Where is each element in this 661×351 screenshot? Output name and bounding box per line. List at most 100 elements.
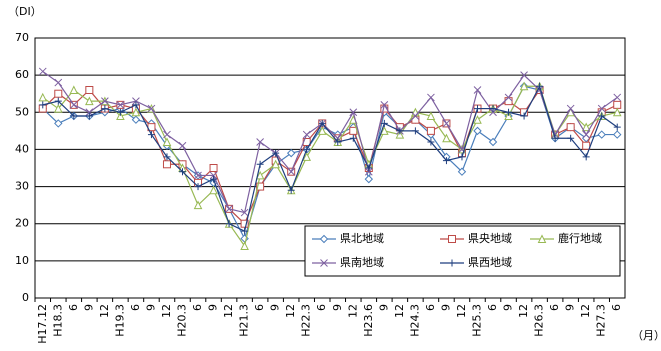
marker — [396, 127, 404, 135]
marker — [474, 105, 481, 113]
marker — [317, 126, 327, 135]
marker — [473, 86, 482, 94]
marker — [194, 183, 202, 191]
x-tick-label: 9 — [269, 304, 282, 311]
marker — [395, 129, 405, 139]
series-line — [42, 88, 618, 225]
marker — [582, 153, 590, 161]
series-line — [42, 85, 618, 248]
marker — [54, 78, 63, 87]
series-line — [42, 70, 618, 214]
marker — [54, 97, 62, 105]
marker — [365, 164, 373, 172]
marker — [426, 111, 436, 120]
marker — [179, 168, 186, 176]
marker — [489, 108, 497, 117]
x-tick-label: 6 — [67, 304, 80, 311]
marker — [566, 104, 575, 113]
x-tick-label: 6 — [610, 304, 623, 311]
x-tick-label: H22.3 — [300, 304, 313, 337]
marker — [380, 126, 389, 135]
x-tick-label: 12 — [160, 304, 173, 318]
x-tick-label: H18.3 — [51, 304, 64, 337]
legend-marker — [319, 234, 329, 244]
marker — [504, 93, 513, 102]
x-tick-label: H23.6 — [362, 304, 375, 337]
marker — [209, 185, 218, 195]
marker — [131, 115, 141, 124]
marker — [427, 93, 435, 102]
x-tick-label: 6 — [486, 304, 499, 311]
marker — [85, 86, 94, 94]
marker — [116, 101, 125, 109]
marker — [303, 145, 311, 153]
x-tick-label: H26.3 — [533, 304, 546, 337]
legend-marker — [448, 235, 456, 243]
marker — [318, 119, 326, 127]
marker — [536, 82, 544, 90]
marker — [411, 112, 420, 120]
marker — [582, 130, 591, 139]
marker — [426, 126, 435, 135]
marker — [38, 67, 47, 76]
legend-label: 県央地域 — [468, 232, 512, 245]
marker — [380, 119, 388, 127]
x-tick-label: H21.3 — [238, 304, 251, 337]
marker — [69, 85, 79, 94]
marker — [442, 157, 450, 165]
x-tick-label: 12 — [579, 304, 592, 318]
x-tick-label: 12 — [284, 304, 297, 318]
marker — [240, 219, 249, 228]
marker — [489, 105, 497, 113]
x-tick-label: H25.3 — [471, 304, 484, 337]
x-tick-label: 6 — [424, 304, 437, 311]
marker — [194, 171, 202, 180]
marker — [240, 241, 249, 250]
x-tick-label: 12 — [222, 304, 235, 318]
marker — [272, 149, 280, 157]
x-tick-label: 12 — [393, 304, 406, 318]
marker — [597, 130, 606, 139]
marker — [85, 112, 93, 120]
marker — [349, 134, 357, 142]
marker — [380, 101, 389, 109]
y-tick-label: 0 — [22, 291, 29, 304]
legend-label: 県北地域 — [340, 232, 384, 245]
marker — [69, 101, 78, 109]
x-tick-label: 6 — [548, 304, 561, 311]
marker — [256, 182, 265, 191]
y-tick-label: 50 — [15, 105, 29, 118]
legend-label: 県南地域 — [340, 256, 384, 269]
marker — [85, 96, 94, 106]
marker — [581, 122, 591, 132]
marker — [505, 108, 513, 116]
x-tick-label: 9 — [331, 304, 344, 311]
y-tick-label: 20 — [15, 217, 29, 230]
x-tick-label: H24.3 — [408, 304, 421, 337]
marker — [364, 174, 374, 184]
x-axis-unit: （月） — [632, 329, 661, 342]
marker — [302, 130, 311, 139]
marker — [334, 138, 342, 146]
marker — [364, 167, 373, 176]
x-tick-label: 6 — [129, 304, 142, 311]
marker — [147, 104, 156, 113]
marker — [163, 153, 171, 161]
x-tick-label: 9 — [82, 304, 95, 311]
marker — [116, 111, 125, 120]
marker — [162, 137, 172, 146]
series-line — [42, 84, 618, 233]
x-tick-label: H19.3 — [113, 304, 126, 337]
marker — [349, 108, 358, 117]
y-tick-label: 70 — [15, 31, 29, 44]
x-tick-label: H27.3 — [595, 304, 608, 337]
marker — [473, 115, 482, 124]
marker — [411, 115, 420, 124]
legend-label: 県西地域 — [468, 256, 512, 269]
legend-box — [304, 225, 621, 277]
y-tick-label: 40 — [15, 142, 29, 155]
marker — [178, 141, 187, 150]
legend-label: 鹿行地域 — [558, 231, 602, 245]
x-tick-label: 6 — [191, 304, 204, 311]
marker — [147, 131, 155, 139]
